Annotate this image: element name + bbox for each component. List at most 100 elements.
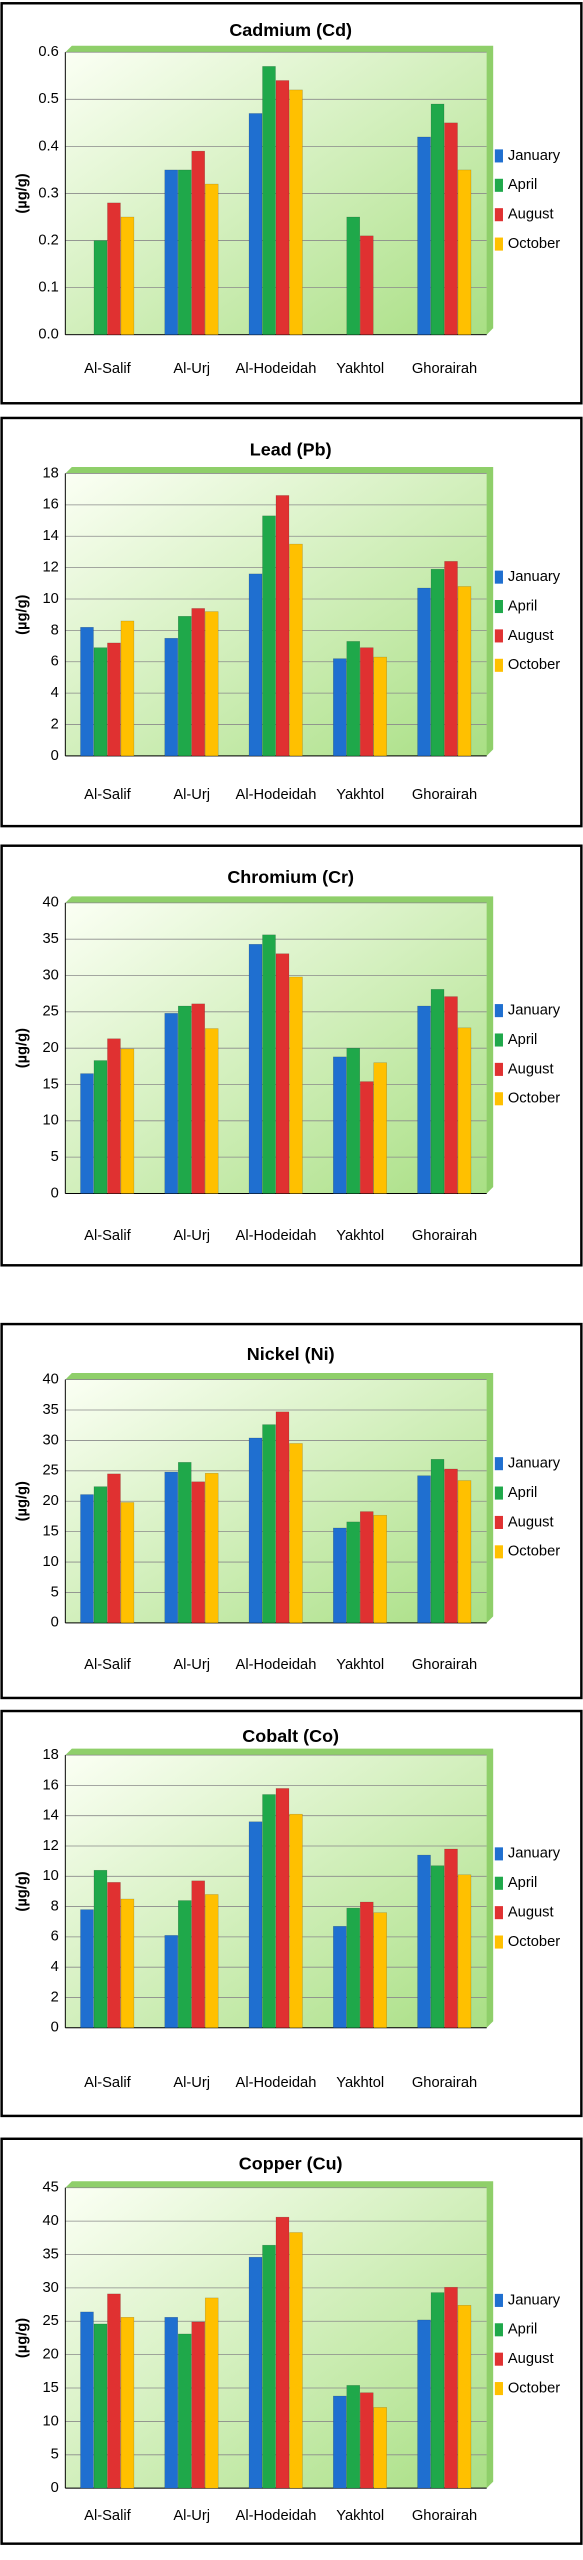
y-tick-label: 16 xyxy=(42,497,58,513)
legend-swatch xyxy=(494,1457,503,1471)
bar xyxy=(120,620,135,757)
y-axis-title: (µg/g) xyxy=(15,173,31,213)
bar xyxy=(360,1081,374,1194)
bar xyxy=(80,1494,94,1624)
bar xyxy=(177,169,192,335)
chart-panel: Cobalt (Co) 0 2 4 6 8 10 12 14 16 18 (µg/g) Al-Salif… xyxy=(0,1709,583,2118)
bar xyxy=(80,1073,94,1194)
x-tick-label: Yakhtol xyxy=(336,787,384,803)
y-tick-label: 10 xyxy=(42,1868,58,1884)
y-axis-title: (µg/g) xyxy=(15,594,31,634)
y-tick-label: 30 xyxy=(42,1432,58,1448)
legend-swatch xyxy=(494,658,503,672)
y-tick-label: 0 xyxy=(51,2480,59,2496)
bar xyxy=(177,1900,192,2028)
bar xyxy=(444,1468,458,1624)
y-tick-label: 35 xyxy=(42,931,58,947)
legend-swatch xyxy=(494,2382,503,2396)
bar xyxy=(164,637,178,757)
y-tick-label: 15 xyxy=(42,2380,58,2396)
y-tick-label: 10 xyxy=(42,591,58,607)
bar xyxy=(289,543,303,757)
bar xyxy=(333,2395,347,2489)
bar xyxy=(430,2292,445,2489)
bar xyxy=(346,216,361,335)
chart-title: Cadmium (Cd) xyxy=(229,20,352,40)
chart-panel: Chromium (Cr) 0 5 10 15 20 25 30 35 40 (µg/g) Al-Sa… xyxy=(0,844,583,1267)
y-axis-title: (µg/g) xyxy=(15,2318,31,2358)
bar xyxy=(373,2407,387,2489)
x-tick-label: Al-Hodeidah xyxy=(236,787,317,803)
bar xyxy=(107,202,121,335)
legend-label: October xyxy=(508,1934,560,1950)
x-tick-label: Al-Hodeidah xyxy=(236,2075,317,2091)
bar xyxy=(80,627,94,757)
bar xyxy=(346,1047,361,1194)
legend-swatch xyxy=(494,1092,503,1106)
bar xyxy=(93,2323,108,2489)
bar xyxy=(430,1459,445,1624)
legend-label: January xyxy=(508,2292,561,2308)
legend-label: January xyxy=(508,148,561,164)
bar xyxy=(191,608,205,757)
x-tick-label: Al-Urj xyxy=(173,1657,210,1673)
y-tick-label: 0 xyxy=(51,748,59,764)
chart-title: Chromium (Cr) xyxy=(227,867,354,887)
bar xyxy=(417,136,431,335)
y-tick-label: 25 xyxy=(42,1463,58,1479)
bar xyxy=(177,1005,192,1194)
bar xyxy=(417,1005,431,1194)
bar xyxy=(107,642,121,757)
chart-panel: Cadmium (Cd) 0.0 0.1 0.2 0.3 0.4 0.5 0.6 (µg/g) A… xyxy=(0,2,583,405)
bar xyxy=(360,647,374,757)
bar xyxy=(107,1473,121,1624)
y-tick-label: 2 xyxy=(51,716,59,732)
bar xyxy=(248,113,263,335)
bar xyxy=(204,1894,219,2029)
x-tick-label: Al-Salif xyxy=(84,1657,131,1673)
bar xyxy=(164,1013,178,1194)
y-axis-title: (µg/g) xyxy=(15,1028,31,1068)
x-tick-label: Al-Salif xyxy=(84,2075,131,2091)
bar xyxy=(444,1848,458,2028)
bar xyxy=(417,1854,431,2028)
bar xyxy=(289,89,303,335)
y-tick-label: 25 xyxy=(42,1004,58,1020)
y-tick-label: 5 xyxy=(51,1584,59,1600)
bar xyxy=(457,2305,472,2489)
bar xyxy=(191,150,205,335)
legend-label: August xyxy=(508,2351,554,2367)
x-tick-label: Al-Urj xyxy=(173,2508,210,2524)
bar xyxy=(373,1062,387,1194)
y-tick-label: 0.3 xyxy=(38,185,58,201)
legend-swatch xyxy=(494,570,503,584)
y-tick-label: 14 xyxy=(42,528,58,544)
x-tick-label: Ghorairah xyxy=(412,1657,477,1673)
bar xyxy=(289,1813,303,2029)
y-tick-label: 0 xyxy=(51,1185,59,1201)
bar xyxy=(346,1907,361,2029)
legend-label: April xyxy=(508,177,537,193)
bar xyxy=(289,976,303,1194)
x-tick-label: Al-Urj xyxy=(173,1228,210,1244)
legend-label: August xyxy=(508,207,554,223)
bar xyxy=(204,2297,219,2489)
bar xyxy=(373,656,387,757)
y-tick-label: 5 xyxy=(51,2447,59,2463)
x-tick-label: Yakhtol xyxy=(336,1228,384,1244)
bar xyxy=(275,953,290,1194)
bar xyxy=(107,2293,121,2489)
bar xyxy=(346,641,361,757)
bar xyxy=(275,80,290,335)
bar xyxy=(417,2319,431,2489)
chart-panel: Copper (Cu) 0 5 10 15 20 25 30 35 40 45 (µg/g) Al-Sa… xyxy=(0,2137,583,2545)
bar xyxy=(248,1821,263,2029)
x-tick-label: Al-Salif xyxy=(84,787,131,803)
y-tick-label: 0.1 xyxy=(38,279,58,295)
bar xyxy=(457,1480,472,1624)
y-tick-label: 18 xyxy=(42,465,58,481)
y-tick-label: 18 xyxy=(42,1747,58,1763)
bar xyxy=(248,2256,263,2489)
bar xyxy=(80,2311,94,2489)
x-tick-label: Al-Urj xyxy=(173,787,210,803)
